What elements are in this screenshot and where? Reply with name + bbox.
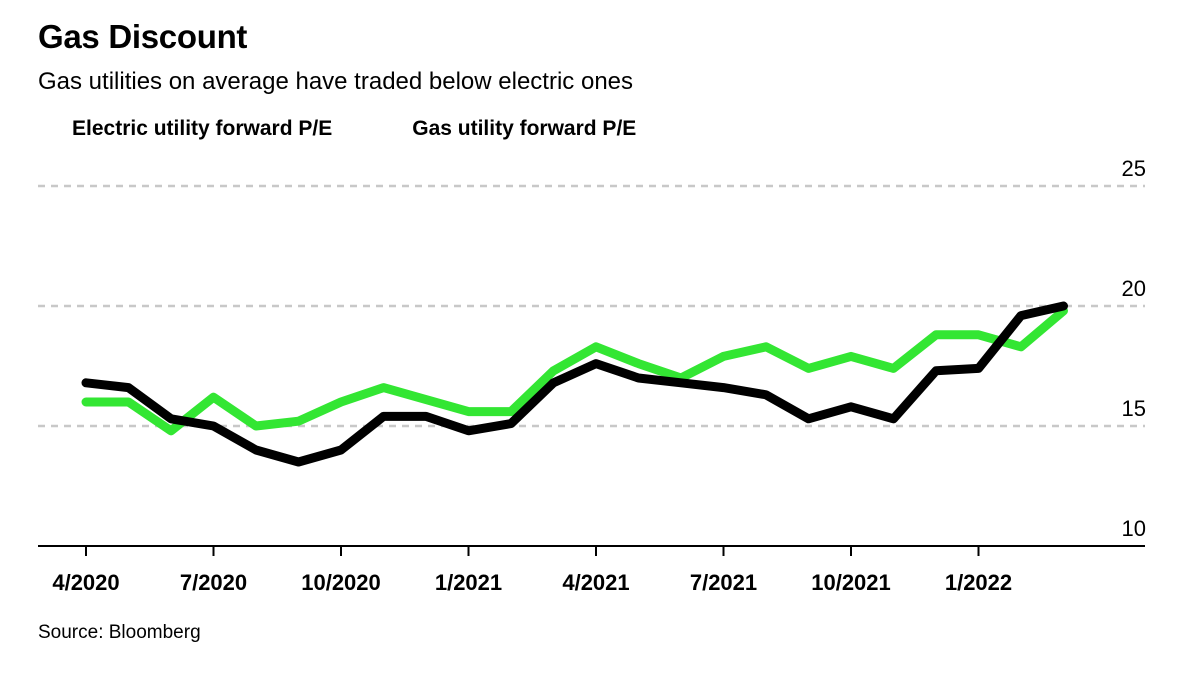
y-axis-ticks: 10 15 20 25 xyxy=(1122,156,1146,541)
x-tick-label: 7/2021 xyxy=(690,570,757,595)
source-note: Source: Bloomberg xyxy=(38,622,201,643)
y-tick-label: 15 xyxy=(1122,396,1146,421)
legend: Electric utility forward P/E Gas utility… xyxy=(72,117,636,141)
x-tick-label: 10/2020 xyxy=(301,570,381,595)
x-tick-label: 4/2021 xyxy=(562,570,629,595)
x-tick-label: 10/2021 xyxy=(811,570,891,595)
x-tick-label: 1/2022 xyxy=(945,570,1012,595)
y-tick-label: 25 xyxy=(1122,156,1146,181)
legend-item-gas: Gas utility forward P/E xyxy=(412,117,637,140)
gridlines xyxy=(38,184,1145,428)
chart-subtitle: Gas utilities on average have traded bel… xyxy=(38,68,634,95)
y-tick-label: 10 xyxy=(1122,516,1146,541)
series-line-gas xyxy=(81,306,1068,436)
series-lines xyxy=(81,301,1068,467)
x-tick-label: 7/2020 xyxy=(180,570,247,595)
x-axis: 4/2020 7/2020 10/2020 1/2021 4/2021 7/2021 10/… xyxy=(38,545,1145,595)
x-tick-label: 1/2021 xyxy=(435,570,502,595)
y-tick-label: 20 xyxy=(1122,276,1146,301)
x-tick-label: 4/2020 xyxy=(52,570,119,595)
chart-title: Gas Discount xyxy=(38,18,248,55)
series-line-electric xyxy=(81,301,1068,467)
legend-item-electric: Electric utility forward P/E xyxy=(72,117,333,140)
